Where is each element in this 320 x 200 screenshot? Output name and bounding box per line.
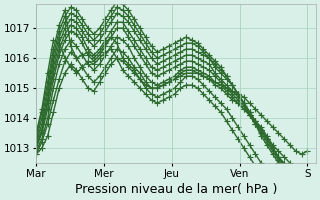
X-axis label: Pression niveau de la mer( hPa ): Pression niveau de la mer( hPa ) <box>75 183 277 196</box>
